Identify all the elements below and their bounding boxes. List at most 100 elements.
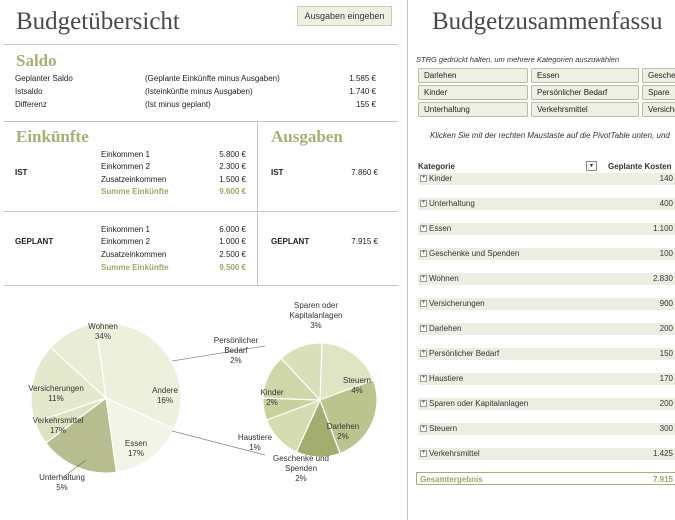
- plus-box-icon[interactable]: +: [420, 250, 427, 257]
- income-planned-item-label: Einkommen 1: [101, 225, 150, 234]
- pivot-total-label: Gesamtergebnis: [420, 475, 483, 484]
- divider: [4, 285, 398, 286]
- plus-box-icon[interactable]: +: [420, 375, 427, 382]
- pivot-row[interactable]: + Steuern 300: [418, 423, 675, 435]
- pie-label: Essen 17%: [125, 439, 147, 458]
- pivot-row-label: Steuern: [429, 424, 458, 433]
- divider: [4, 121, 398, 122]
- expenses-planned-value: 7.915 €: [351, 237, 378, 246]
- plus-box-icon[interactable]: +: [420, 325, 427, 332]
- pivot-row-label: Unterhaltung: [429, 199, 475, 208]
- pivot-row-label: Kinder: [429, 174, 453, 183]
- slicer-item-verkehrsmittel[interactable]: Verkehrsmittel: [531, 102, 639, 117]
- pivot-row-label: Geschenke und Spenden: [429, 249, 520, 258]
- plus-box-icon[interactable]: +: [420, 275, 427, 282]
- plus-box-icon[interactable]: +: [420, 225, 427, 232]
- income-planned-label: GEPLANT: [15, 237, 54, 246]
- pie-label: Verkehrsmittel 17%: [33, 416, 84, 435]
- income-planned-item-label: Zusatzeinkommen: [101, 250, 167, 259]
- pivot-row[interactable]: + Darlehen 200: [418, 323, 675, 335]
- pivot-row-label: Haustiere: [429, 374, 464, 383]
- pivot-row[interactable]: + Verkehrsmittel 1.425: [418, 448, 675, 460]
- pivot-row[interactable]: + Essen 1.100: [418, 223, 675, 235]
- income-ist-item-value: 2.300 €: [219, 162, 246, 171]
- pivot-row-label: Versicherungen: [429, 299, 485, 308]
- saldo-planned-value: 1.585 €: [349, 74, 376, 83]
- pie-label: Andere 16%: [152, 386, 178, 405]
- plus-box-icon[interactable]: +: [420, 175, 427, 182]
- pivot-col-category: Kategorie: [418, 162, 455, 171]
- pivot-row-label: Verkehrsmittel: [429, 449, 480, 458]
- slicer-item-geschenke[interactable]: Gesche: [642, 68, 675, 83]
- dropdown-arrow-icon[interactable]: ▾: [586, 161, 597, 171]
- saldo-planned-desc: (Geplante Einkünfte minus Ausgaben): [145, 74, 280, 83]
- pie-slice: [49, 323, 107, 400]
- saldo-diff-label: Differenz: [15, 100, 47, 109]
- pivot-row[interactable]: + Wohnen 2.830: [418, 273, 675, 285]
- pie-label: Wohnen 34%: [88, 322, 118, 341]
- pivot-row[interactable]: + Geschenke und Spenden 100: [418, 248, 675, 260]
- divider: [4, 211, 398, 212]
- plus-box-icon[interactable]: +: [420, 425, 427, 432]
- plus-box-icon[interactable]: +: [420, 300, 427, 307]
- pie-label: Steuern 4%: [343, 376, 371, 395]
- income-ist-item-label: Einkommen 1: [101, 150, 150, 159]
- slicer-item-darlehen[interactable]: Darlehen: [418, 68, 528, 83]
- pivot-row[interactable]: + Persönlicher Bedarf 150: [418, 348, 675, 360]
- income-ist-item-value: 1.500 €: [219, 175, 246, 184]
- slicer-item-unterhaltung[interactable]: Unterhaltung: [418, 102, 528, 117]
- pivot-row[interactable]: + Kinder 140: [418, 173, 675, 185]
- pivot-row-value: 2.830: [652, 274, 673, 283]
- enter-expenses-button[interactable]: Ausgaben eingeben: [297, 6, 392, 26]
- plus-box-icon[interactable]: +: [420, 200, 427, 207]
- slicer-item-sparen[interactable]: Spare: [642, 85, 675, 100]
- pivot-row-value: 140: [659, 174, 673, 183]
- expenses-planned-label: GEPLANT: [271, 237, 310, 246]
- pivot-row-label: Sparen oder Kapitalanlagen: [429, 399, 529, 408]
- pivot-row[interactable]: + Sparen oder Kapitalanlagen 200: [418, 398, 675, 410]
- slicer-item-essen[interactable]: Essen: [531, 68, 639, 83]
- slicer-item-kinder[interactable]: Kinder: [418, 85, 528, 100]
- pie-label: Persönlicher Bedarf 2%: [214, 336, 259, 365]
- pivot-row-value: 1.425: [652, 449, 673, 458]
- pivot-total-value: 7.915: [652, 475, 673, 484]
- plus-box-icon[interactable]: +: [420, 450, 427, 457]
- slicer-item-versicherungen[interactable]: Versiche: [642, 102, 675, 117]
- connector-line: [171, 345, 266, 362]
- pivot-row[interactable]: + Versicherungen 900: [418, 298, 675, 310]
- pivot-row-value: 300: [659, 424, 673, 433]
- plus-box-icon[interactable]: +: [420, 350, 427, 357]
- divider: [257, 121, 258, 285]
- pivot-row-value: 200: [659, 399, 673, 408]
- income-planned-item-value: 1.000 €: [219, 237, 246, 246]
- pivot-total-row: Gesamtergebnis 7.915: [416, 472, 675, 485]
- pivot-row-label: Darlehen: [429, 324, 462, 333]
- saldo-actual-label: Istsaldo: [15, 87, 43, 96]
- slicer-hint: STRG gedrückt halten, um mehrere Kategor…: [416, 55, 620, 64]
- slicer-item-persoenlicher-bedarf[interactable]: Persönlicher Bedarf: [531, 85, 639, 100]
- income-title: Einkünfte: [16, 127, 89, 146]
- saldo-diff-desc: (Ist minus geplant): [145, 100, 211, 109]
- pivot-row[interactable]: + Unterhaltung 400: [418, 198, 675, 210]
- pivot-row-label: Persönlicher Bedarf: [429, 349, 500, 358]
- pie-label: Sparen oder Kapitalanlagen 3%: [290, 301, 343, 330]
- pivot-row[interactable]: + Haustiere 170: [418, 373, 675, 385]
- income-planned-item-value: 6.000 €: [219, 225, 246, 234]
- saldo-actual-value: 1.740 €: [349, 87, 376, 96]
- income-ist-item-value: 5.800 €: [219, 150, 246, 159]
- saldo-diff-value: 155 €: [355, 100, 376, 109]
- income-planned-item-value: 2.500 €: [219, 250, 246, 259]
- page-title: Budgetübersicht: [16, 8, 180, 35]
- pie-label: Versicherungen 11%: [28, 384, 84, 403]
- saldo-planned-label: Geplanter Saldo: [15, 74, 73, 83]
- expenses-title: Ausgaben: [271, 127, 343, 146]
- pie-label: Kinder 2%: [260, 388, 283, 407]
- income-ist-sum-label: Summe Einkünfte: [101, 187, 169, 196]
- pivot-row-value: 170: [659, 374, 673, 383]
- income-ist-item-label: Einkommen 2: [101, 162, 150, 171]
- expenses-ist-label: IST: [271, 168, 284, 177]
- plus-box-icon[interactable]: +: [420, 400, 427, 407]
- expense-pie-charts: Wohnen 34% Andere 16% Essen 17% Unterhaltung 5%…: [28, 301, 378, 492]
- pivot-row-value: 100: [659, 249, 673, 258]
- income-planned-item-label: Einkommen 2: [101, 237, 150, 246]
